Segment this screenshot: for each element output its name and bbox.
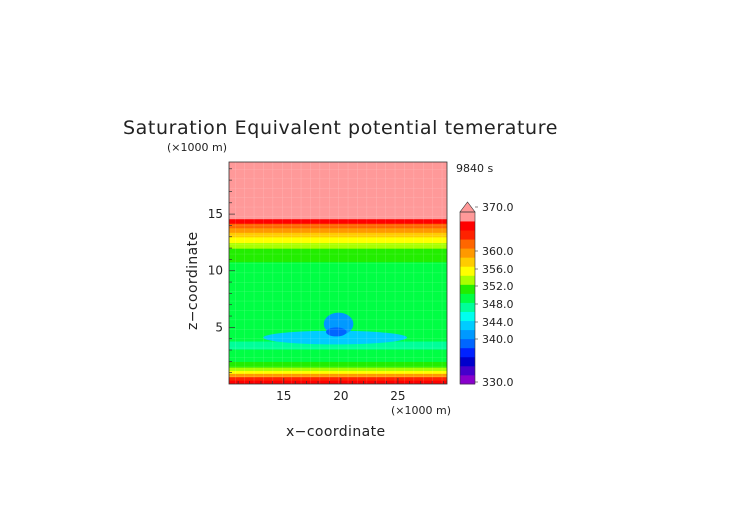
y-tick-label: 15 bbox=[208, 207, 223, 221]
colorbar-swatch bbox=[460, 311, 475, 322]
colorbar-swatch bbox=[460, 266, 475, 276]
colorbar-swatch bbox=[460, 212, 475, 222]
colorbar-label: 356.0 bbox=[482, 263, 514, 276]
y-unit-label: (×1000 m) bbox=[167, 141, 227, 154]
plot-frame bbox=[228, 161, 448, 385]
colorbar-swatch bbox=[460, 320, 475, 331]
colorbar-swatch bbox=[460, 338, 475, 349]
colorbar-swatch bbox=[460, 275, 475, 285]
grid-overlay bbox=[229, 162, 447, 384]
y-axis-title: z−coordinate bbox=[185, 231, 201, 330]
x-tick-label: 15 bbox=[276, 389, 291, 403]
colorbar-label: 348.0 bbox=[482, 298, 514, 311]
y-tick-label: 5 bbox=[215, 320, 223, 334]
colorbar-extend-arrow bbox=[459, 201, 476, 213]
y-axis-ticks: 5 10 15 bbox=[208, 168, 235, 374]
colorbar-swatch bbox=[460, 230, 475, 240]
colorbar-swatch bbox=[460, 356, 475, 367]
colorbar-frame bbox=[459, 211, 476, 385]
colorbar-swatch bbox=[460, 239, 475, 249]
colorbar-swatch bbox=[460, 329, 475, 340]
colorbar-swatch bbox=[460, 365, 475, 376]
x-tick-label: 25 bbox=[390, 389, 405, 403]
colorbar-swatch bbox=[460, 374, 475, 385]
x-axis-ticks: 15 20 25 bbox=[237, 378, 444, 403]
colorbar-label: 360.0 bbox=[482, 245, 514, 258]
y-tick-label: 10 bbox=[208, 264, 223, 278]
colorbar-swatch bbox=[460, 248, 475, 258]
colorbar-swatch bbox=[460, 347, 475, 358]
colorbar-label: 352.0 bbox=[482, 280, 514, 293]
colorbar-swatch bbox=[460, 284, 475, 294]
colorbar-label: 340.0 bbox=[482, 333, 514, 346]
time-label: 9840 s bbox=[456, 162, 493, 175]
colorbar-label: 370.0 bbox=[482, 201, 514, 214]
x-axis-title: x−coordinate bbox=[286, 424, 386, 440]
x-tick-label: 20 bbox=[333, 389, 348, 403]
colorbar-swatch bbox=[460, 302, 475, 312]
colorbar: 330.0 340.0 344.0 348.0 352.0 356.0 360.0 370.0 bbox=[459, 201, 514, 389]
colorbar-swatch bbox=[460, 293, 475, 303]
colorbar-label: 330.0 bbox=[482, 376, 514, 389]
x-unit-label: (×1000 m) bbox=[391, 404, 451, 417]
chart-title: Saturation Equivalent potential temeratu… bbox=[123, 117, 558, 139]
colorbar-swatch bbox=[460, 257, 475, 267]
colorbar-label: 344.0 bbox=[482, 316, 514, 329]
colorbar-swatch bbox=[460, 221, 475, 231]
